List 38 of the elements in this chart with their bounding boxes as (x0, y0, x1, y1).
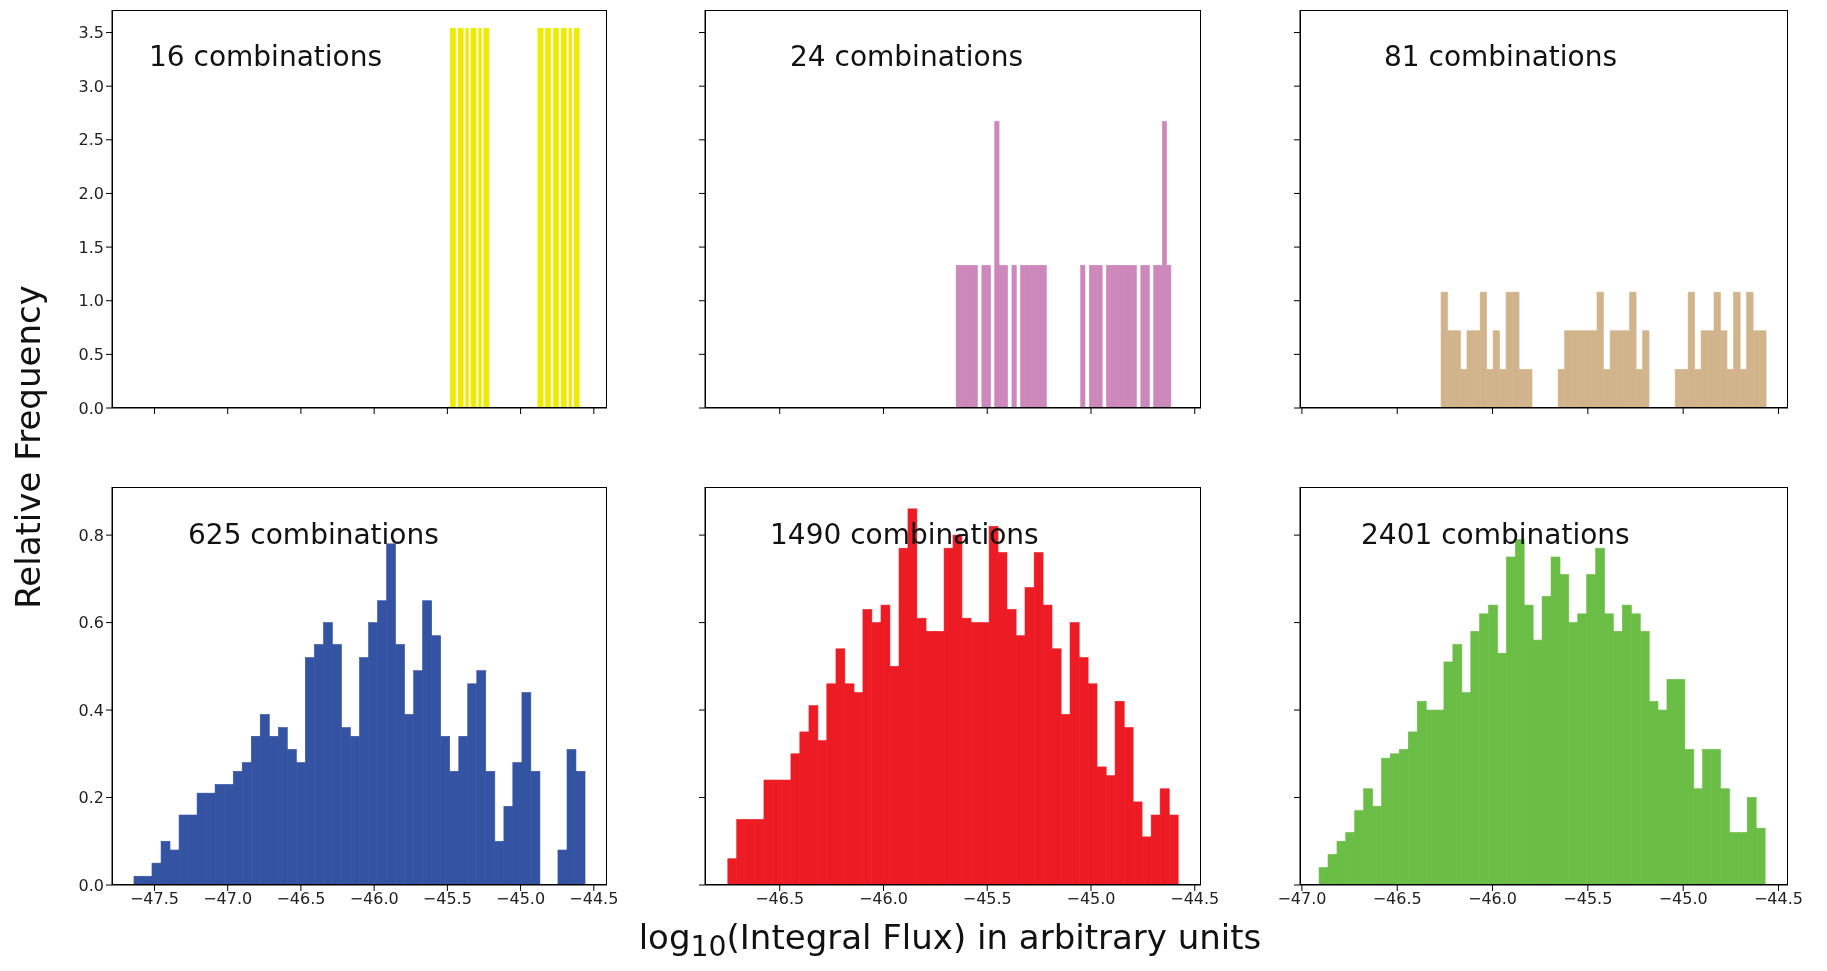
y-axis-title: Relative Frequency (8, 285, 48, 609)
y-tick-label: 0.0 (78, 398, 104, 418)
x-tick-label: −46.5 (755, 889, 805, 909)
x-tick-label: −44.5 (1753, 889, 1803, 909)
x-tick-label: −47.0 (203, 889, 253, 909)
y-tick-label: 3.0 (78, 76, 104, 96)
y-tick-label: 1.5 (78, 237, 104, 257)
x-tick-label: −46.0 (349, 889, 399, 909)
x-tick-label: −47.5 (129, 889, 179, 909)
x-tick-label: −44.5 (569, 889, 619, 909)
annotation: 81 combinations (1384, 39, 1618, 75)
x-tick-label: −46.5 (1372, 889, 1422, 909)
annotation: 625 combinations (188, 517, 439, 553)
y-tick-label: 0.5 (78, 345, 104, 365)
y-tick-label: 0.2 (78, 788, 104, 808)
y-tick-label: 2.0 (78, 184, 104, 204)
annotation: 24 combinations (790, 39, 1024, 75)
y-tick-label: 1.0 (78, 291, 104, 311)
x-axis-title: log$_{10}$(Integral Flux) in arbitrary units (638, 916, 1262, 964)
x-tick-label: −45.0 (1658, 889, 1708, 909)
x-tick-label: −45.5 (962, 889, 1012, 909)
x-tick-label: −45.0 (496, 889, 546, 909)
y-tick-label: 0.6 (78, 613, 104, 633)
annotation: 2401 combinations (1361, 517, 1630, 553)
annotation: 16 combinations (149, 39, 383, 75)
y-tick-label: 0.8 (78, 525, 104, 545)
y-tick-label: 2.5 (78, 130, 104, 150)
x-tick-label: −45.5 (422, 889, 472, 909)
y-tick-label: 0.4 (78, 700, 104, 720)
x-tick-label: −46.0 (1468, 889, 1518, 909)
x-tick-label: −47.0 (1277, 889, 1327, 909)
x-tick-label: −44.5 (1170, 889, 1220, 909)
y-tick-label: 0.0 (78, 875, 104, 895)
x-tick-label: −46.0 (858, 889, 908, 909)
x-tick-label: −45.5 (1563, 889, 1613, 909)
x-tick-label: −46.5 (276, 889, 326, 909)
x-tick-label: −45.0 (1066, 889, 1116, 909)
y-tick-label: 3.5 (78, 23, 104, 43)
